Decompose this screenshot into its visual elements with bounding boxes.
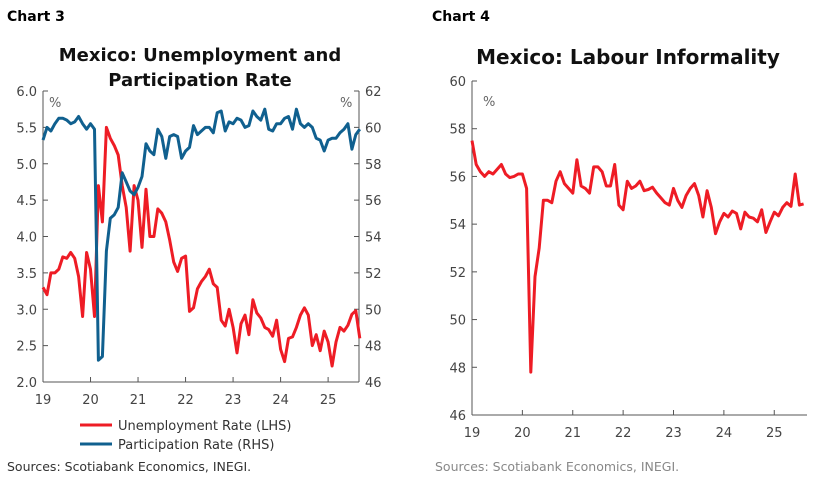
chart-3-y-tick-label-left: 4.0 — [16, 231, 37, 246]
chart-4-y-tick-label-left: 56 — [449, 170, 466, 185]
chart-3-y-tick-label-left: 3.0 — [16, 303, 37, 318]
chart-3-title-line-1: Mexico: Unemployment and — [59, 45, 341, 66]
chart-3-y-tick-label-left: 4.5 — [16, 194, 37, 209]
chart-4-x-tick-label: 22 — [615, 426, 632, 441]
chart-4-x-tick-label: 24 — [716, 426, 733, 441]
chart-3-x-tick-label: 22 — [177, 393, 194, 408]
chart-3-x-tick-label: 20 — [82, 393, 99, 408]
chart-3-y-tick-label-left: 3.5 — [16, 267, 37, 282]
chart-4-y-tick-label-left: 58 — [449, 123, 466, 138]
chart-4-series-informality — [470, 140, 805, 374]
chart-3-series-participation-rate-rhs — [41, 107, 362, 362]
chart-4-x-tick-label: 20 — [514, 426, 531, 441]
chart-4-label: Chart 4 — [432, 9, 490, 25]
legend-label-unemployment: Unemployment Rate (LHS) — [118, 419, 291, 434]
chart-3-title-line-2: Participation Rate — [108, 70, 291, 91]
chart-3-y-tick-label-right: 60 — [365, 121, 382, 136]
legend-label-participation: Participation Rate (RHS) — [118, 438, 274, 453]
chart-3-unit-left: % — [49, 96, 61, 111]
chart-3-y-tick-label-right: 58 — [365, 158, 382, 173]
chart-3-x-tick-label: 21 — [130, 393, 147, 408]
chart-3-series-unemployment-rate-lhs — [41, 125, 362, 368]
chart-3-x-tick-label: 25 — [320, 393, 337, 408]
chart-3-unit-right: % — [340, 96, 352, 111]
chart-4-y-tick-label-left: 54 — [449, 218, 466, 233]
chart-3-y-tick-label-right: 48 — [365, 340, 382, 355]
chart-3-y-tick-label-left: 6.0 — [16, 85, 37, 100]
chart-4-x-tick-label: 25 — [766, 426, 783, 441]
chart-3-y-tick-label-right: 52 — [365, 267, 382, 282]
chart-4-x-tick-label: 21 — [564, 426, 581, 441]
chart-4-y-tick-label-left: 50 — [449, 314, 466, 329]
chart-4-x-tick-label: 23 — [665, 426, 682, 441]
chart-3-y-tick-label-right: 54 — [365, 231, 382, 246]
chart-3-y-tick-label-right: 56 — [365, 194, 382, 209]
chart-3-y-tick-label-left: 5.0 — [16, 158, 37, 173]
chart-3-label: Chart 3 — [7, 9, 65, 25]
chart-4-unit: % — [483, 95, 495, 110]
chart-4-y-tick-label-left: 48 — [449, 361, 466, 376]
chart-4-source: Sources: Scotiabank Economics, INEGI. — [435, 459, 679, 474]
chart-3-y-tick-label-left: 5.5 — [16, 121, 37, 136]
chart-4-y-tick-label-left: 52 — [449, 266, 466, 281]
chart-3-x-tick-label: 23 — [225, 393, 242, 408]
chart-3-y-tick-label-right: 46 — [365, 376, 382, 391]
chart-3-x-tick-label: 19 — [35, 393, 52, 408]
chart-3-y-tick-label-right: 50 — [365, 303, 382, 318]
chart-3-y-tick-label-right: 62 — [365, 85, 382, 100]
chart-3-y-tick-label-left: 2.0 — [16, 376, 37, 391]
chart-3-y-tick-label-left: 2.5 — [16, 340, 37, 355]
chart-3-x-tick-label: 24 — [272, 393, 289, 408]
chart-4-y-tick-label-left: 46 — [449, 409, 466, 424]
chart-3-source: Sources: Scotiabank Economics, INEGI. — [7, 459, 251, 474]
chart-4-x-tick-label: 19 — [464, 426, 481, 441]
chart-4-title: Mexico: Labour Informality — [476, 45, 780, 69]
chart-4-y-tick-label-left: 60 — [449, 75, 466, 90]
